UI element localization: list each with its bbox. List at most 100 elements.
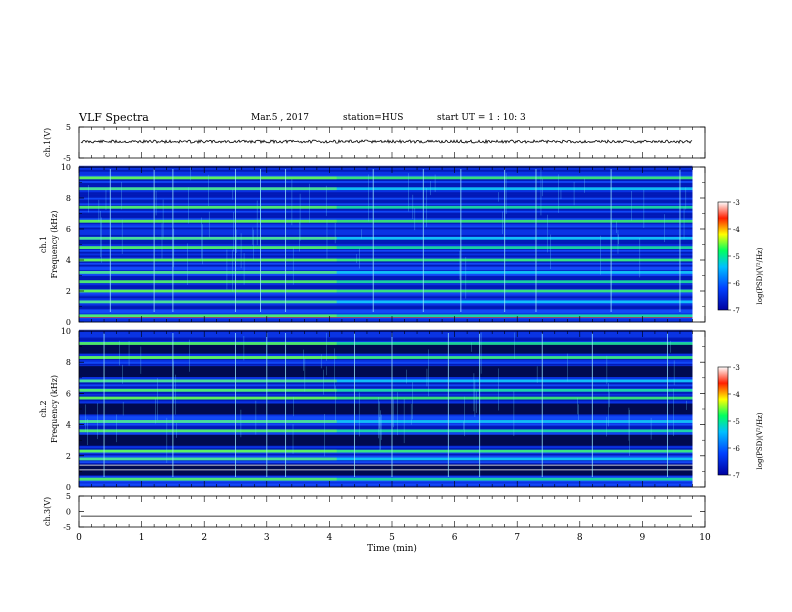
- ch1-spectrogram-band: [79, 246, 693, 249]
- ch1-spectrogram-texture: [79, 251, 693, 254]
- ch1-spectrogram-texture: [79, 307, 693, 310]
- station-label: station=HUS: [343, 113, 404, 123]
- x-tick-label: 5: [389, 533, 395, 543]
- ch2-spectrogram-axis-tick-label: 0: [66, 483, 71, 492]
- x-tick-label: 1: [139, 533, 145, 543]
- date-label: Mar.5 , 2017: [251, 113, 309, 123]
- ch2-spectrogram-texture: [79, 382, 693, 385]
- ch1-spectrogram-texture: [79, 197, 693, 200]
- ch2-spectrogram-texture: [79, 413, 693, 417]
- ch1-spectrogram-band: [79, 219, 693, 223]
- x-tick-label: 6: [452, 533, 458, 543]
- ch2-spectrogram-band-highlight: [79, 396, 337, 400]
- ch2-spectrogram-texture: [79, 354, 693, 357]
- start-time-label: start UT = 1 : 10: 3: [437, 113, 526, 123]
- ch1-spectrogram-texture: [79, 320, 693, 323]
- ch1-spectrogram-texture: [79, 221, 693, 224]
- ch2-spectrogram-band: [79, 388, 693, 392]
- ch1-spectrogram-band: [79, 176, 693, 180]
- ch2-spectrogram-texture: [79, 385, 693, 389]
- ch2-spectrogram-texture: [79, 432, 693, 435]
- ch1-spectrogram-texture: [79, 243, 693, 247]
- ch1-spectrogram-texture: [79, 180, 693, 183]
- ch2-spectrogram-texture: [79, 445, 693, 449]
- ch1-spectrogram-texture: [79, 303, 693, 306]
- ch1-spectrogram-band-highlight: [79, 236, 337, 240]
- ch2-spectrogram-texture: [79, 447, 693, 450]
- ch1-spectrogram-band-highlight: [79, 300, 337, 304]
- ch1-spectrogram-axis-tick-label: 0: [66, 318, 71, 327]
- ch1-spectrogram-texture: [79, 286, 693, 289]
- ch2-spectrogram-texture: [79, 335, 693, 338]
- ch1-spectrogram-texture: [79, 318, 693, 321]
- ch2-spectrogram-band-highlight: [79, 356, 337, 359]
- ch1-spectrogram-texture: [79, 294, 693, 297]
- ch1-spectrogram-colorbar-label: log(PSD)(V²/Hz): [756, 247, 764, 304]
- ch1-spectrogram-axis-tick-label: 8: [66, 194, 71, 203]
- ch1-spectrogram-texture: [79, 297, 693, 301]
- ch2-spectrogram-colorbar-label: log(PSD)(V²/Hz): [756, 412, 764, 469]
- ch2-spectrogram-colorbar: [717, 366, 729, 476]
- ch1-spectrogram-texture: [79, 171, 693, 174]
- ch2-spectrogram-band: [79, 356, 693, 359]
- ch1-spectrogram-texture: [79, 234, 693, 237]
- ch1-spectrogram-band-highlight: [79, 219, 337, 223]
- ch1-spectrogram-band: [79, 300, 693, 304]
- ch2-spectrogram-axis-tick-label: 2: [66, 452, 71, 461]
- ch1-spectrogram-colorbar: [717, 201, 729, 311]
- ch1-spectrogram-texture: [79, 282, 693, 286]
- ch2-spectrogram-axis-tick-label: 4: [66, 421, 71, 430]
- ch1-spectrogram-band-highlight: [79, 205, 337, 209]
- ch2-spectrogram-band-highlight: [79, 457, 337, 461]
- ch1-spectrogram-band-highlight: [79, 187, 337, 191]
- ch2-spectrogram-band: [79, 420, 693, 423]
- ch2-spectrogram-band-highlight: [79, 429, 337, 433]
- x-tick-label: 0: [76, 533, 82, 543]
- ch1-spectrogram-texture: [79, 182, 693, 185]
- ch1-spectrogram-band-highlight: [79, 280, 337, 284]
- ch1-spectrogram-colorbar-tick-label: -3: [733, 199, 740, 207]
- ch1-spectrogram-texture: [79, 253, 693, 256]
- ch2-spectrogram-band: [79, 477, 693, 481]
- ch1-spectrogram-texture: [79, 178, 693, 182]
- ch1-spectrogram-texture: [79, 230, 693, 234]
- ch1-spectrogram-texture: [79, 275, 693, 278]
- ch1-spectrogram-band: [79, 205, 693, 209]
- ch2-spectrogram-band: [79, 429, 693, 433]
- ch2-spectrogram-dark-band: [79, 434, 693, 446]
- ch2-spectrogram-ylabel-channel: ch.2: [39, 400, 48, 417]
- ch1-spectrogram-texture: [79, 273, 693, 276]
- ch2-spectrogram-colorbar-tick-label: -7: [733, 472, 740, 480]
- ch1-spectrogram-texture: [79, 201, 693, 204]
- ch2-spectrogram-texture: [79, 384, 693, 387]
- x-tick-label: 10: [699, 533, 711, 543]
- ch2-spectrogram-texture: [79, 415, 693, 419]
- ch2-spectrogram-texture: [79, 363, 693, 366]
- ch1-waveform-trace: [80, 138, 693, 145]
- ch3-waveform-ylabel: ch.3(V): [43, 497, 52, 526]
- ch1-spectrogram-axis-tick-label: 6: [66, 225, 71, 234]
- x-tick-label: 3: [264, 533, 270, 543]
- ch1-spectrogram-texture: [79, 169, 693, 172]
- ch2-spectrogram-colorbar-tick-label: -3: [733, 364, 740, 372]
- ch1-spectrogram-band: [79, 271, 693, 274]
- ch2-spectrogram-texture: [79, 376, 693, 379]
- ch1-spectrogram-ylabel-channel: ch.1: [39, 236, 48, 253]
- ch1-spectrogram-band: [79, 289, 693, 293]
- ch1-spectrogram-texture: [79, 262, 693, 265]
- ch1-spectrogram-colorbar-tick-label: -6: [733, 280, 740, 288]
- x-tick-label: 4: [327, 533, 333, 543]
- ch1-spectrogram-texture: [79, 308, 693, 312]
- ch2-spectrogram-texture: [79, 453, 693, 456]
- ch1-spectrogram-texture: [79, 184, 693, 187]
- ch1-spectrogram-texture: [79, 256, 693, 260]
- ch1-spectrogram-texture: [79, 217, 693, 221]
- ch1-spectrogram-colorbar-tick-label: -7: [733, 307, 740, 315]
- ch1-spectrogram-band: [79, 236, 693, 240]
- figure-title: VLF Spectra: [79, 111, 149, 124]
- ch1-spectrogram-texture: [79, 277, 693, 280]
- ch1-spectrogram-texture: [79, 225, 693, 228]
- ch2-spectrogram-texture: [79, 460, 693, 464]
- ch2-spectrogram-ylabel-frequency: Frequency (kHz): [50, 375, 59, 443]
- ch2-spectrogram-band-highlight: [79, 449, 337, 453]
